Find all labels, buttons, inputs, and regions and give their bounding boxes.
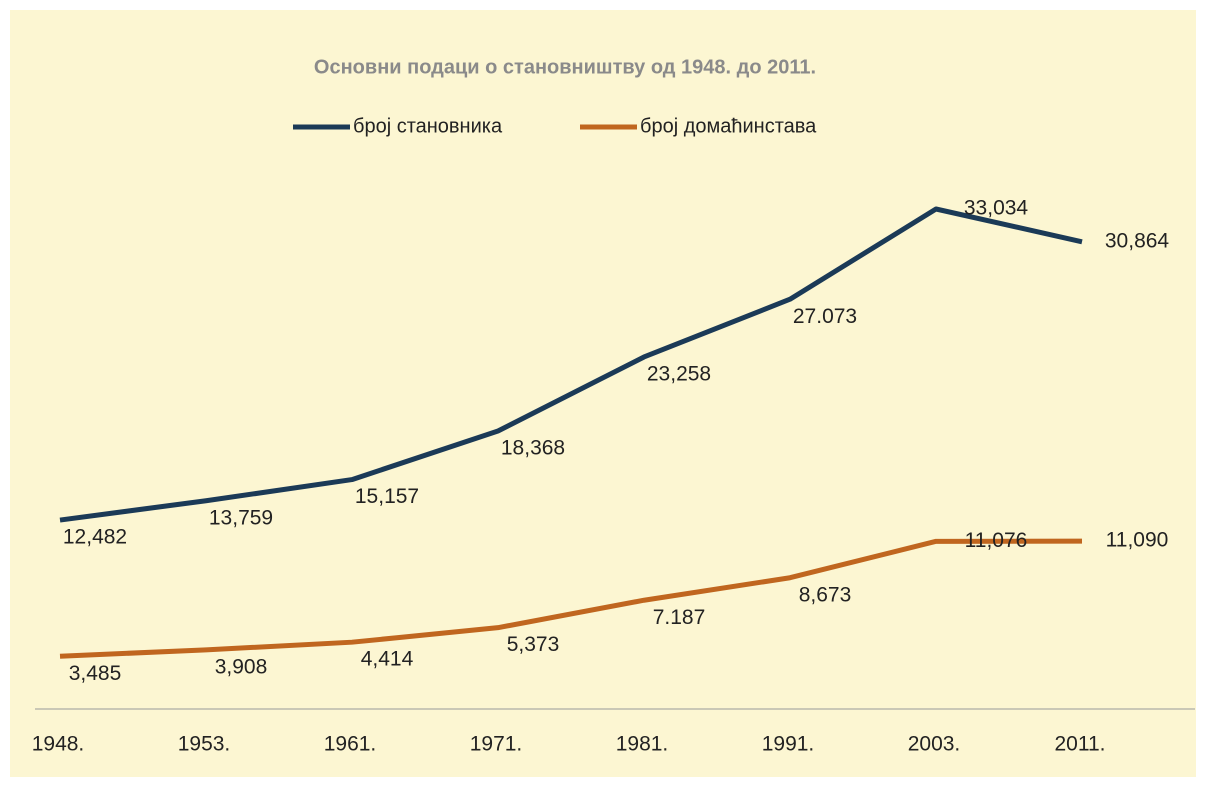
data-label: 8,673 xyxy=(799,583,852,606)
data-label: 18,368 xyxy=(501,437,565,460)
data-label: 11,090 xyxy=(1106,529,1169,552)
data-label: 15,157 xyxy=(355,485,419,508)
data-label: 30,864 xyxy=(1105,229,1170,252)
data-label: 3,485 xyxy=(69,662,122,685)
data-label: 3,908 xyxy=(215,655,268,678)
x-tick-label: 1948. xyxy=(32,733,85,756)
line xyxy=(59,538,1083,659)
legend-label: број домаћинстава xyxy=(640,115,817,137)
data-label: 7.187 xyxy=(653,606,706,629)
x-tick-label: 1971. xyxy=(470,733,523,756)
data-label: 11,076 xyxy=(965,529,1028,552)
data-label: 23,258 xyxy=(647,363,711,386)
legend-label: број становника xyxy=(353,115,503,137)
data-label: 33,034 xyxy=(964,197,1029,220)
x-tick-label: 1953. xyxy=(178,733,231,756)
x-tick-label: 1981. xyxy=(616,733,669,756)
x-tick-label: 1961. xyxy=(324,733,377,756)
line xyxy=(59,206,1083,523)
chart-title: Основни подаци о становништву од 1948. д… xyxy=(314,56,816,78)
x-tick-label: 2003. xyxy=(908,733,961,756)
data-label: 5,373 xyxy=(507,633,560,656)
data-label: 27.073 xyxy=(793,305,857,328)
data-label: 13,759 xyxy=(209,506,273,529)
data-label: 12,482 xyxy=(63,526,127,549)
data-label: 4,414 xyxy=(361,648,414,671)
x-tick-label: 2011. xyxy=(1055,733,1106,756)
x-tick-label: 1991. xyxy=(762,733,815,756)
